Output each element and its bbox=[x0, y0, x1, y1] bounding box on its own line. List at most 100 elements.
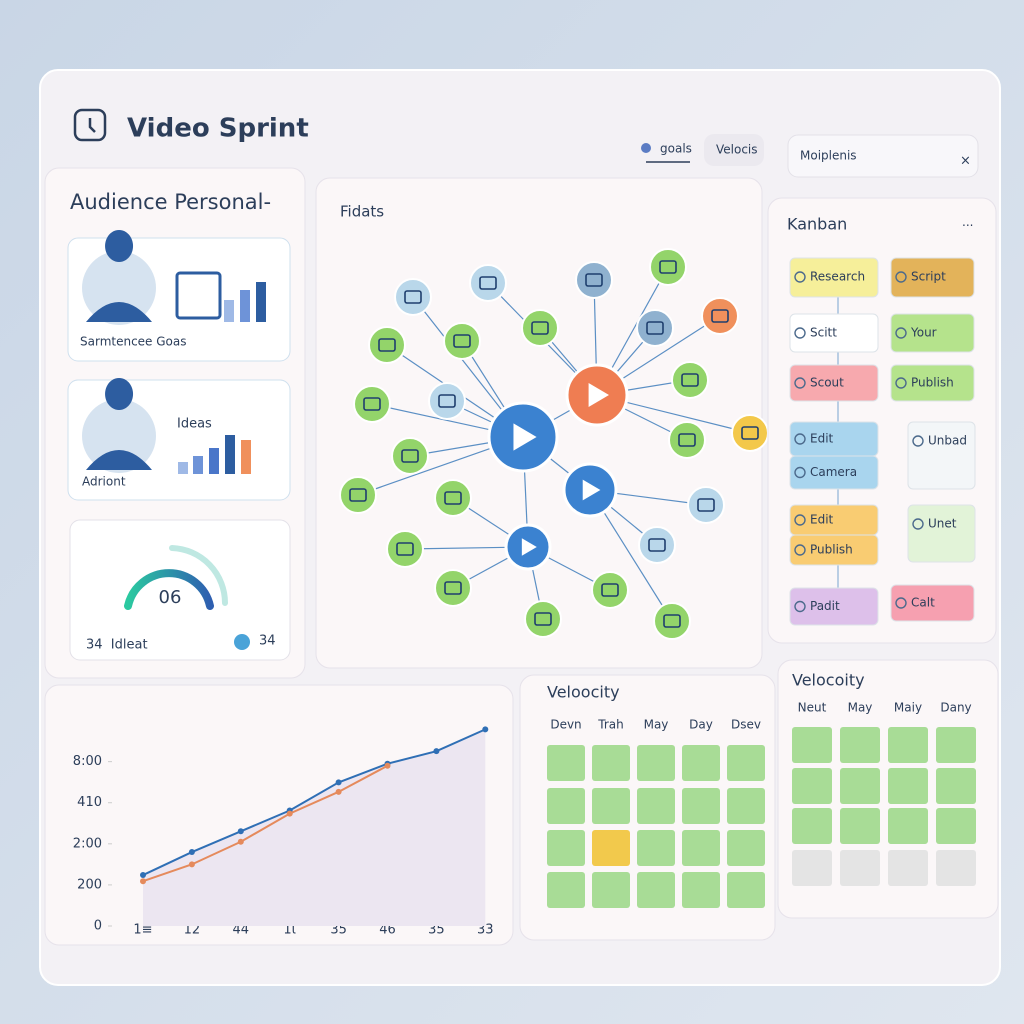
node-icon bbox=[681, 373, 699, 387]
node bbox=[638, 526, 676, 564]
heat-cell bbox=[592, 830, 630, 866]
node-icon bbox=[646, 321, 664, 335]
deco-bar bbox=[225, 435, 235, 474]
tab[interactable]: goals bbox=[660, 142, 692, 156]
point bbox=[335, 788, 342, 795]
point bbox=[384, 762, 391, 769]
card-icon bbox=[912, 435, 924, 447]
panel-title: Velocoity bbox=[792, 671, 865, 690]
node bbox=[731, 414, 769, 452]
y-tick-label: 200 bbox=[77, 877, 102, 892]
heat-cell bbox=[936, 850, 976, 886]
node bbox=[575, 261, 613, 299]
card-label: Padit bbox=[810, 599, 840, 613]
deco-bar bbox=[256, 282, 266, 322]
card-icon bbox=[794, 514, 806, 526]
menu-dots[interactable]: ··· bbox=[962, 219, 973, 233]
search-clear[interactable]: × bbox=[960, 154, 971, 169]
heat-cell bbox=[792, 768, 832, 804]
y-tick-label: 410 bbox=[77, 795, 102, 810]
heat-cell bbox=[592, 745, 630, 781]
tab[interactable]: Velocis bbox=[716, 143, 758, 157]
node-icon bbox=[531, 321, 549, 335]
node-icon bbox=[585, 273, 603, 287]
node bbox=[434, 569, 472, 607]
node bbox=[701, 297, 739, 335]
kanban-card bbox=[789, 421, 879, 457]
panel-title: Kanban bbox=[787, 215, 847, 234]
card-label: Unet bbox=[928, 517, 957, 531]
heat-cell bbox=[547, 872, 585, 908]
node bbox=[636, 309, 674, 347]
card-label: Research bbox=[810, 270, 865, 284]
footer-text: 34 Idleat bbox=[86, 638, 148, 653]
node-icon bbox=[404, 290, 422, 304]
node bbox=[469, 264, 507, 302]
card-label: Publish bbox=[911, 376, 954, 390]
panel-title: Veloocity bbox=[547, 683, 620, 702]
logo-icon bbox=[88, 118, 96, 133]
tab-pill[interactable] bbox=[704, 134, 764, 166]
monitor-icon bbox=[175, 271, 222, 320]
card-label: Edit bbox=[810, 432, 834, 446]
avatar bbox=[82, 399, 156, 473]
node-icon bbox=[349, 488, 367, 502]
heat-cell bbox=[792, 850, 832, 886]
column-label: Trah bbox=[597, 718, 623, 732]
card-icon bbox=[794, 466, 806, 479]
kanban-card bbox=[789, 313, 879, 353]
node-icon bbox=[401, 449, 419, 463]
play-icon bbox=[588, 383, 609, 407]
heat-cell bbox=[792, 727, 832, 763]
deco-bar bbox=[241, 440, 251, 474]
card-icon bbox=[895, 597, 907, 609]
kanban-card bbox=[789, 257, 879, 298]
kanban-card bbox=[907, 421, 976, 490]
velocity: Veloocity Devn Trah May Day Dsev Velocoity Neut… bbox=[547, 671, 976, 908]
card-label: Edit bbox=[810, 513, 834, 527]
column-label: Devn bbox=[550, 718, 581, 732]
heat-cell bbox=[637, 745, 675, 781]
node-icon bbox=[444, 581, 462, 595]
card-icon bbox=[794, 544, 806, 556]
heat-cell bbox=[936, 808, 976, 844]
node-icon bbox=[396, 542, 414, 556]
x-tick-label: 35 bbox=[428, 923, 445, 938]
search-text[interactable]: Moiplenis bbox=[800, 149, 857, 163]
heat-cell bbox=[592, 788, 630, 824]
card-icon bbox=[895, 271, 907, 283]
point bbox=[237, 838, 244, 845]
deco-bar bbox=[240, 290, 250, 322]
node-icon bbox=[601, 583, 619, 597]
heat-cell bbox=[888, 808, 928, 844]
kanban-card bbox=[890, 313, 975, 353]
heat-cell bbox=[547, 788, 585, 824]
node bbox=[339, 476, 377, 514]
x-tick-label: 44 bbox=[233, 923, 250, 938]
heat-cell bbox=[936, 768, 976, 804]
avatar-figure bbox=[86, 378, 152, 470]
card-caption: Sarmtencee Goas bbox=[80, 335, 187, 349]
node bbox=[353, 385, 391, 423]
node bbox=[443, 322, 481, 360]
point bbox=[335, 779, 342, 786]
search-box[interactable] bbox=[787, 134, 979, 178]
kanban-card bbox=[890, 584, 975, 622]
node bbox=[653, 602, 691, 640]
node-icon bbox=[438, 394, 456, 408]
heat-cell bbox=[888, 727, 928, 763]
heat-cell bbox=[682, 830, 720, 866]
kanban-card bbox=[789, 587, 879, 626]
node-icon bbox=[648, 538, 666, 552]
node bbox=[521, 309, 559, 347]
node-icon bbox=[663, 614, 681, 628]
kanban-card bbox=[789, 455, 879, 490]
line-chart: 0 200 2:00 410 8:00 1≡ 12 44 1ι 35 46 35 33 bbox=[73, 726, 494, 938]
kanban-card bbox=[890, 257, 975, 298]
point bbox=[188, 861, 195, 868]
heat-cell bbox=[727, 830, 765, 866]
heat-cell bbox=[727, 872, 765, 908]
heat-cell bbox=[682, 788, 720, 824]
column-label: May bbox=[644, 718, 669, 732]
node-icon bbox=[534, 612, 552, 626]
